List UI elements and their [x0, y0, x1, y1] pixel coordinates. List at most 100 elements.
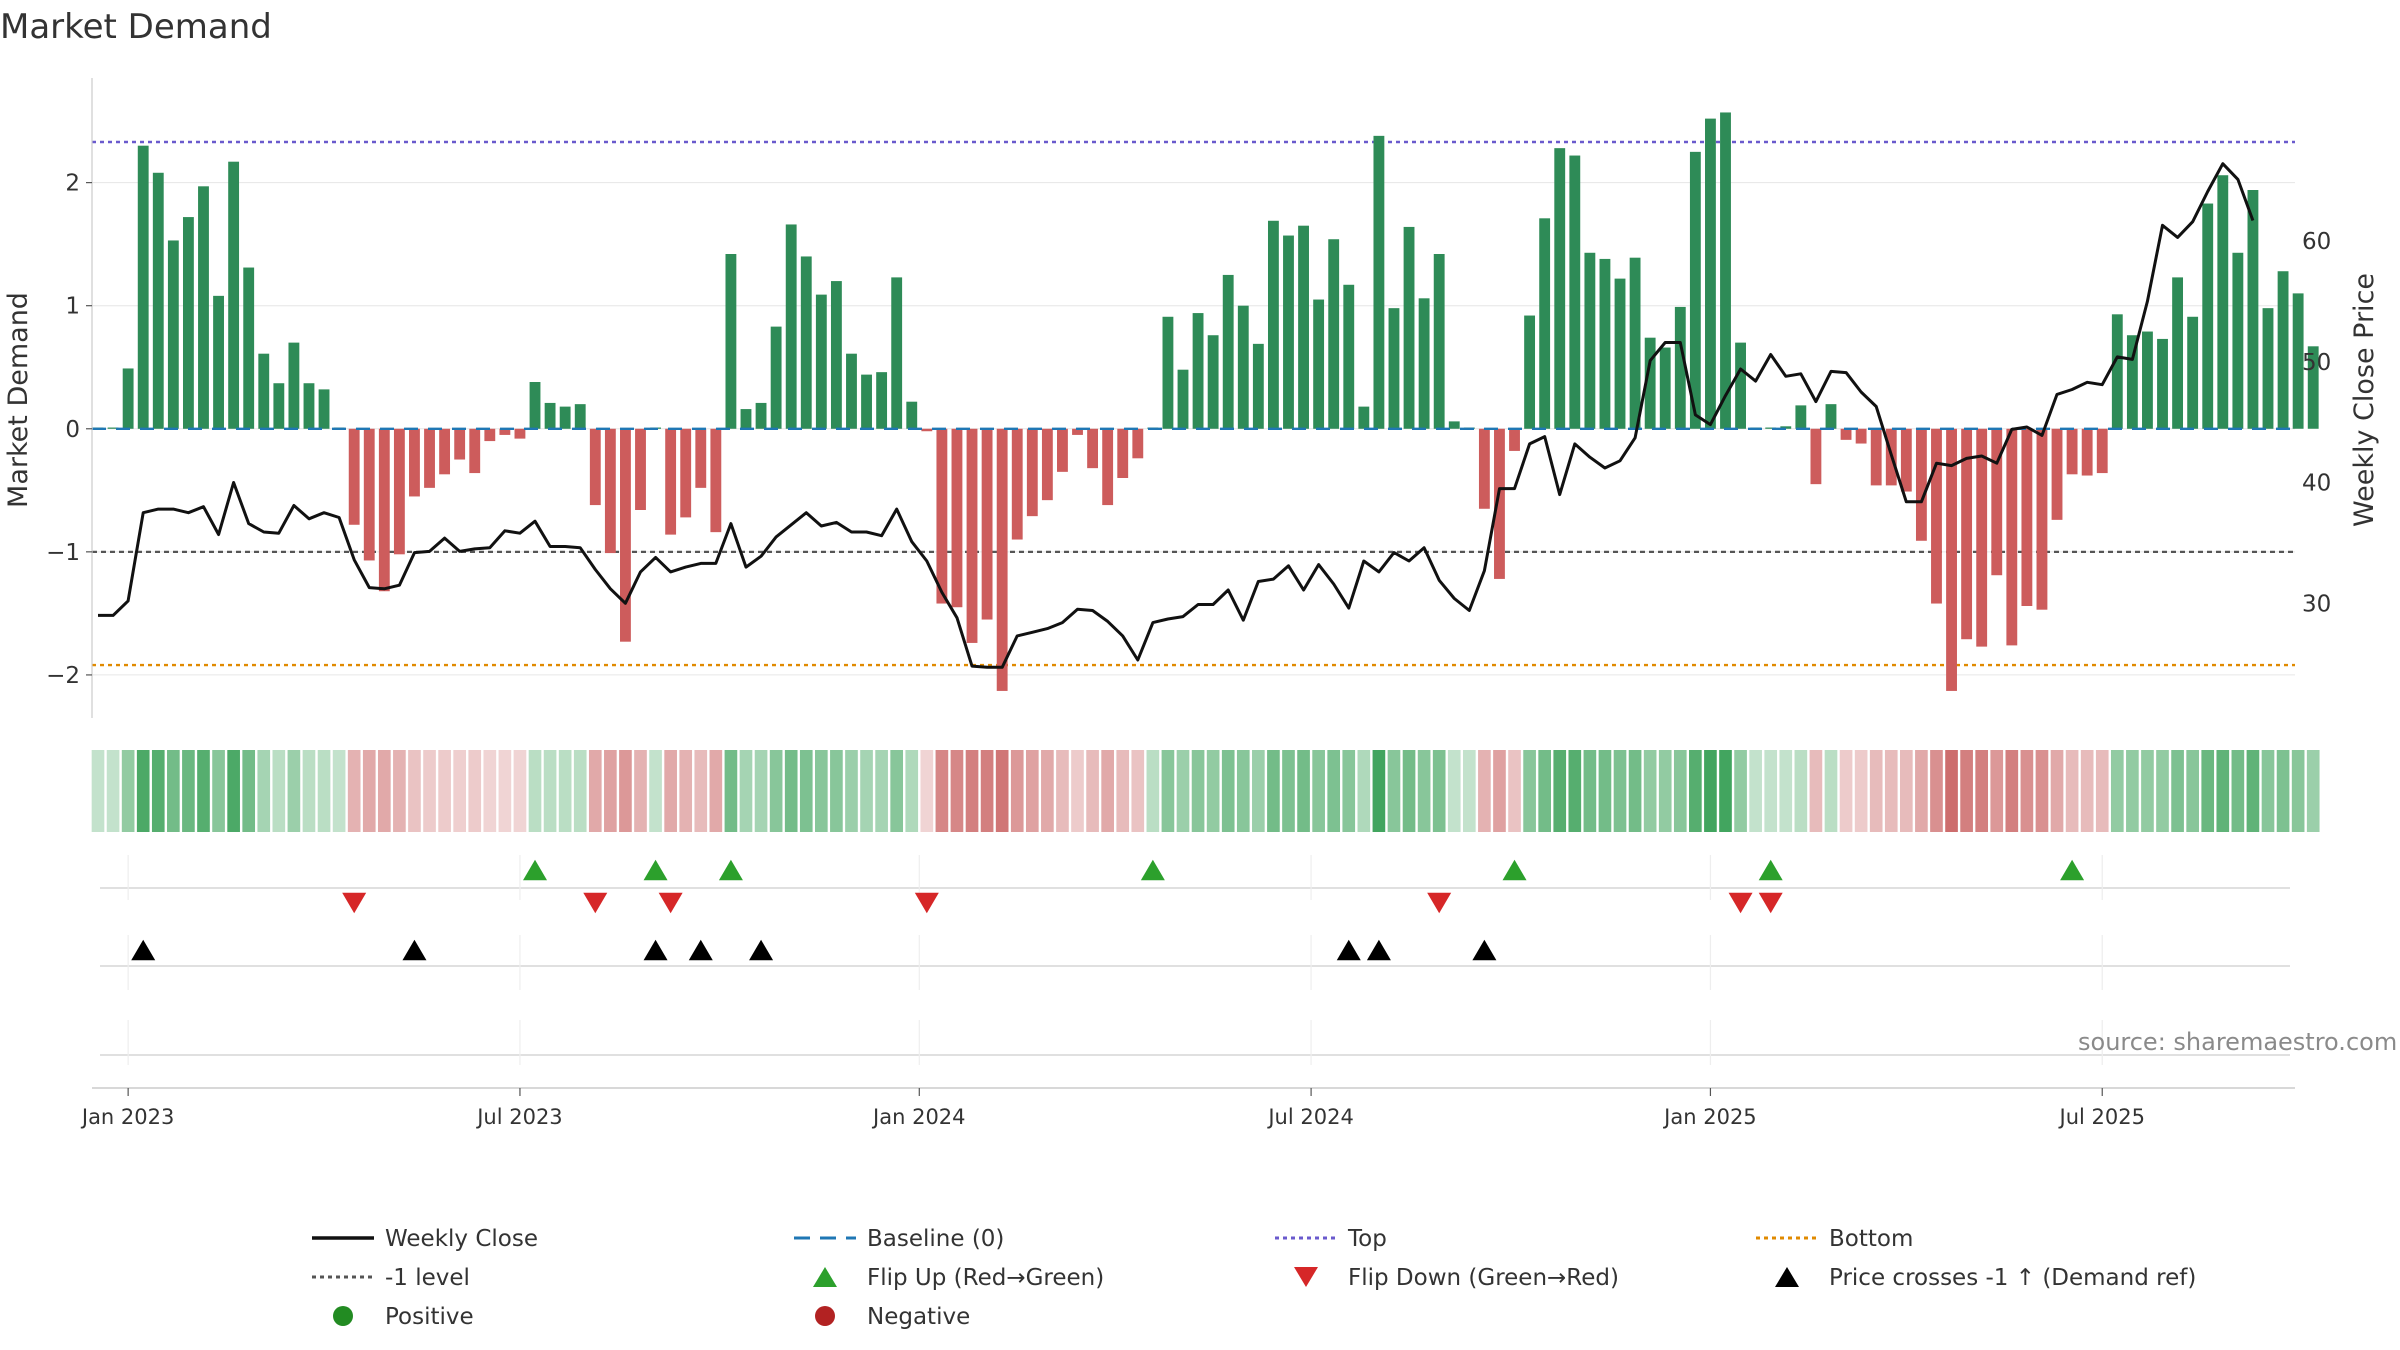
heat-strip-cell	[302, 750, 316, 832]
legend-item-0: Weekly Close	[312, 1226, 538, 1252]
heat-strip-cell	[2291, 750, 2305, 832]
heat-strip-cell	[1086, 750, 1099, 832]
heat-strip-cell	[664, 750, 677, 832]
heat-strip-cell	[1975, 750, 1989, 832]
demand-bar	[830, 281, 842, 429]
heat-strip-cell	[2156, 750, 2169, 832]
heat-strip-cell	[1779, 750, 1793, 832]
heat-strip-cell	[1598, 750, 1612, 832]
demand-bar	[1599, 258, 1611, 429]
demand-bar	[1644, 337, 1656, 429]
heat-strip-cell	[1071, 750, 1084, 832]
heat-strip-cell	[1508, 750, 1521, 832]
demand-bar	[1494, 428, 1505, 579]
demand-bar	[182, 217, 194, 429]
heat-strip-cell	[1191, 750, 1205, 832]
demand-bar	[1765, 427, 1777, 429]
heat-strip-cell	[1116, 750, 1130, 832]
heat-strip-cell	[1628, 750, 1642, 832]
price-cross-marker	[1366, 939, 1391, 961]
demand-bar	[2006, 428, 2018, 646]
demand-bar	[152, 172, 164, 429]
demand-bar	[1961, 428, 1973, 640]
heat-strip-cell	[1282, 750, 1295, 832]
heat-strip-cell	[408, 750, 421, 832]
heat-strip-cell	[1824, 750, 1838, 832]
heat-strip-cell	[875, 750, 888, 832]
source-credit: source: sharemaestro.com	[2078, 1028, 2397, 1056]
legend-item-3: Bottom	[1756, 1226, 1913, 1252]
demand-bar	[1373, 135, 1385, 429]
heat-strip-cell	[1764, 750, 1778, 832]
heat-strip-cell	[830, 750, 843, 832]
demand-bar	[2081, 428, 2093, 476]
heat-strip-cell	[136, 750, 150, 832]
demand-bar	[2217, 175, 2229, 429]
heat-strip-cell	[2005, 750, 2019, 832]
heat-strip-cell	[2126, 750, 2139, 832]
flip-down-marker	[342, 892, 367, 914]
demand-bar	[2111, 314, 2123, 429]
demand-bar	[1946, 428, 1957, 691]
y-axis-right-label: Weekly Close Price	[2349, 273, 2380, 527]
y-left-tick-label-1: −1	[46, 540, 80, 566]
heat-strip-cell	[769, 750, 783, 832]
legend-swatch-triangle-up	[813, 1267, 837, 1287]
demand-bar	[348, 428, 360, 525]
demand-bar	[544, 402, 556, 429]
demand-bars	[92, 112, 2319, 691]
heat-strip-cell	[920, 750, 934, 832]
heat-strip-cell	[498, 750, 512, 832]
demand-bar	[1840, 428, 1852, 440]
demand-bar	[1478, 428, 1490, 509]
demand-bar	[559, 406, 571, 429]
heat-strip-cell	[890, 750, 904, 832]
heat-strip-cell	[1206, 750, 1220, 832]
heat-strip-cell	[694, 750, 708, 832]
heat-strip-cell	[1297, 750, 1310, 832]
demand-bar	[2292, 293, 2304, 429]
demand-bar	[424, 428, 435, 488]
demand-bar	[800, 256, 812, 429]
demand-bar	[1433, 254, 1445, 429]
heat-strip-cell	[1854, 750, 1868, 832]
demand-bar	[1388, 308, 1400, 429]
demand-bar	[1569, 155, 1581, 429]
legend: Weekly Close Baseline (0) Top Bottom -1 leve…	[312, 1226, 2196, 1330]
heat-strip-cell	[1809, 750, 1823, 832]
flip-down-marker	[914, 892, 939, 914]
heat-strip-cell	[2231, 750, 2245, 832]
demand-bar	[1132, 428, 1144, 459]
heat-strip-cell	[1131, 750, 1145, 832]
demand-bar	[1614, 278, 1626, 429]
heat-strip-cell	[1327, 750, 1341, 832]
price-cross-marker	[1472, 939, 1497, 961]
demand-bar	[1584, 252, 1596, 429]
flip-up-marker	[718, 859, 743, 881]
demand-bar	[2036, 428, 2048, 610]
demand-bar	[1358, 406, 1370, 429]
heat-strip-cell	[1900, 750, 1913, 832]
heat-strip-cell	[1613, 750, 1627, 832]
date-tick-label-2: Jan 2024	[871, 1105, 966, 1129]
heat-strip-cell	[1357, 750, 1371, 832]
heat-strip-cell	[362, 750, 376, 832]
heat-strip-cell	[347, 750, 361, 832]
legend-label: Positive	[385, 1304, 474, 1330]
demand-bar	[1177, 369, 1189, 429]
heat-strip-cell	[573, 750, 587, 832]
reference-lines	[92, 140, 2295, 667]
heat-strip-cell	[935, 750, 949, 832]
demand-bar	[876, 372, 888, 429]
heat-strip-cell	[453, 750, 466, 832]
demand-bar	[137, 145, 149, 429]
demand-bar	[167, 240, 179, 429]
demand-bar	[891, 277, 903, 429]
heat-strip-cell	[980, 750, 994, 832]
demand-bar	[2187, 316, 2199, 429]
demand-bar	[815, 294, 827, 429]
demand-bar	[2172, 277, 2184, 429]
legend-item-6: Flip Down (Green→Red)	[1294, 1265, 1619, 1291]
heat-strip-cell	[121, 750, 135, 832]
demand-bar	[1810, 428, 1822, 485]
